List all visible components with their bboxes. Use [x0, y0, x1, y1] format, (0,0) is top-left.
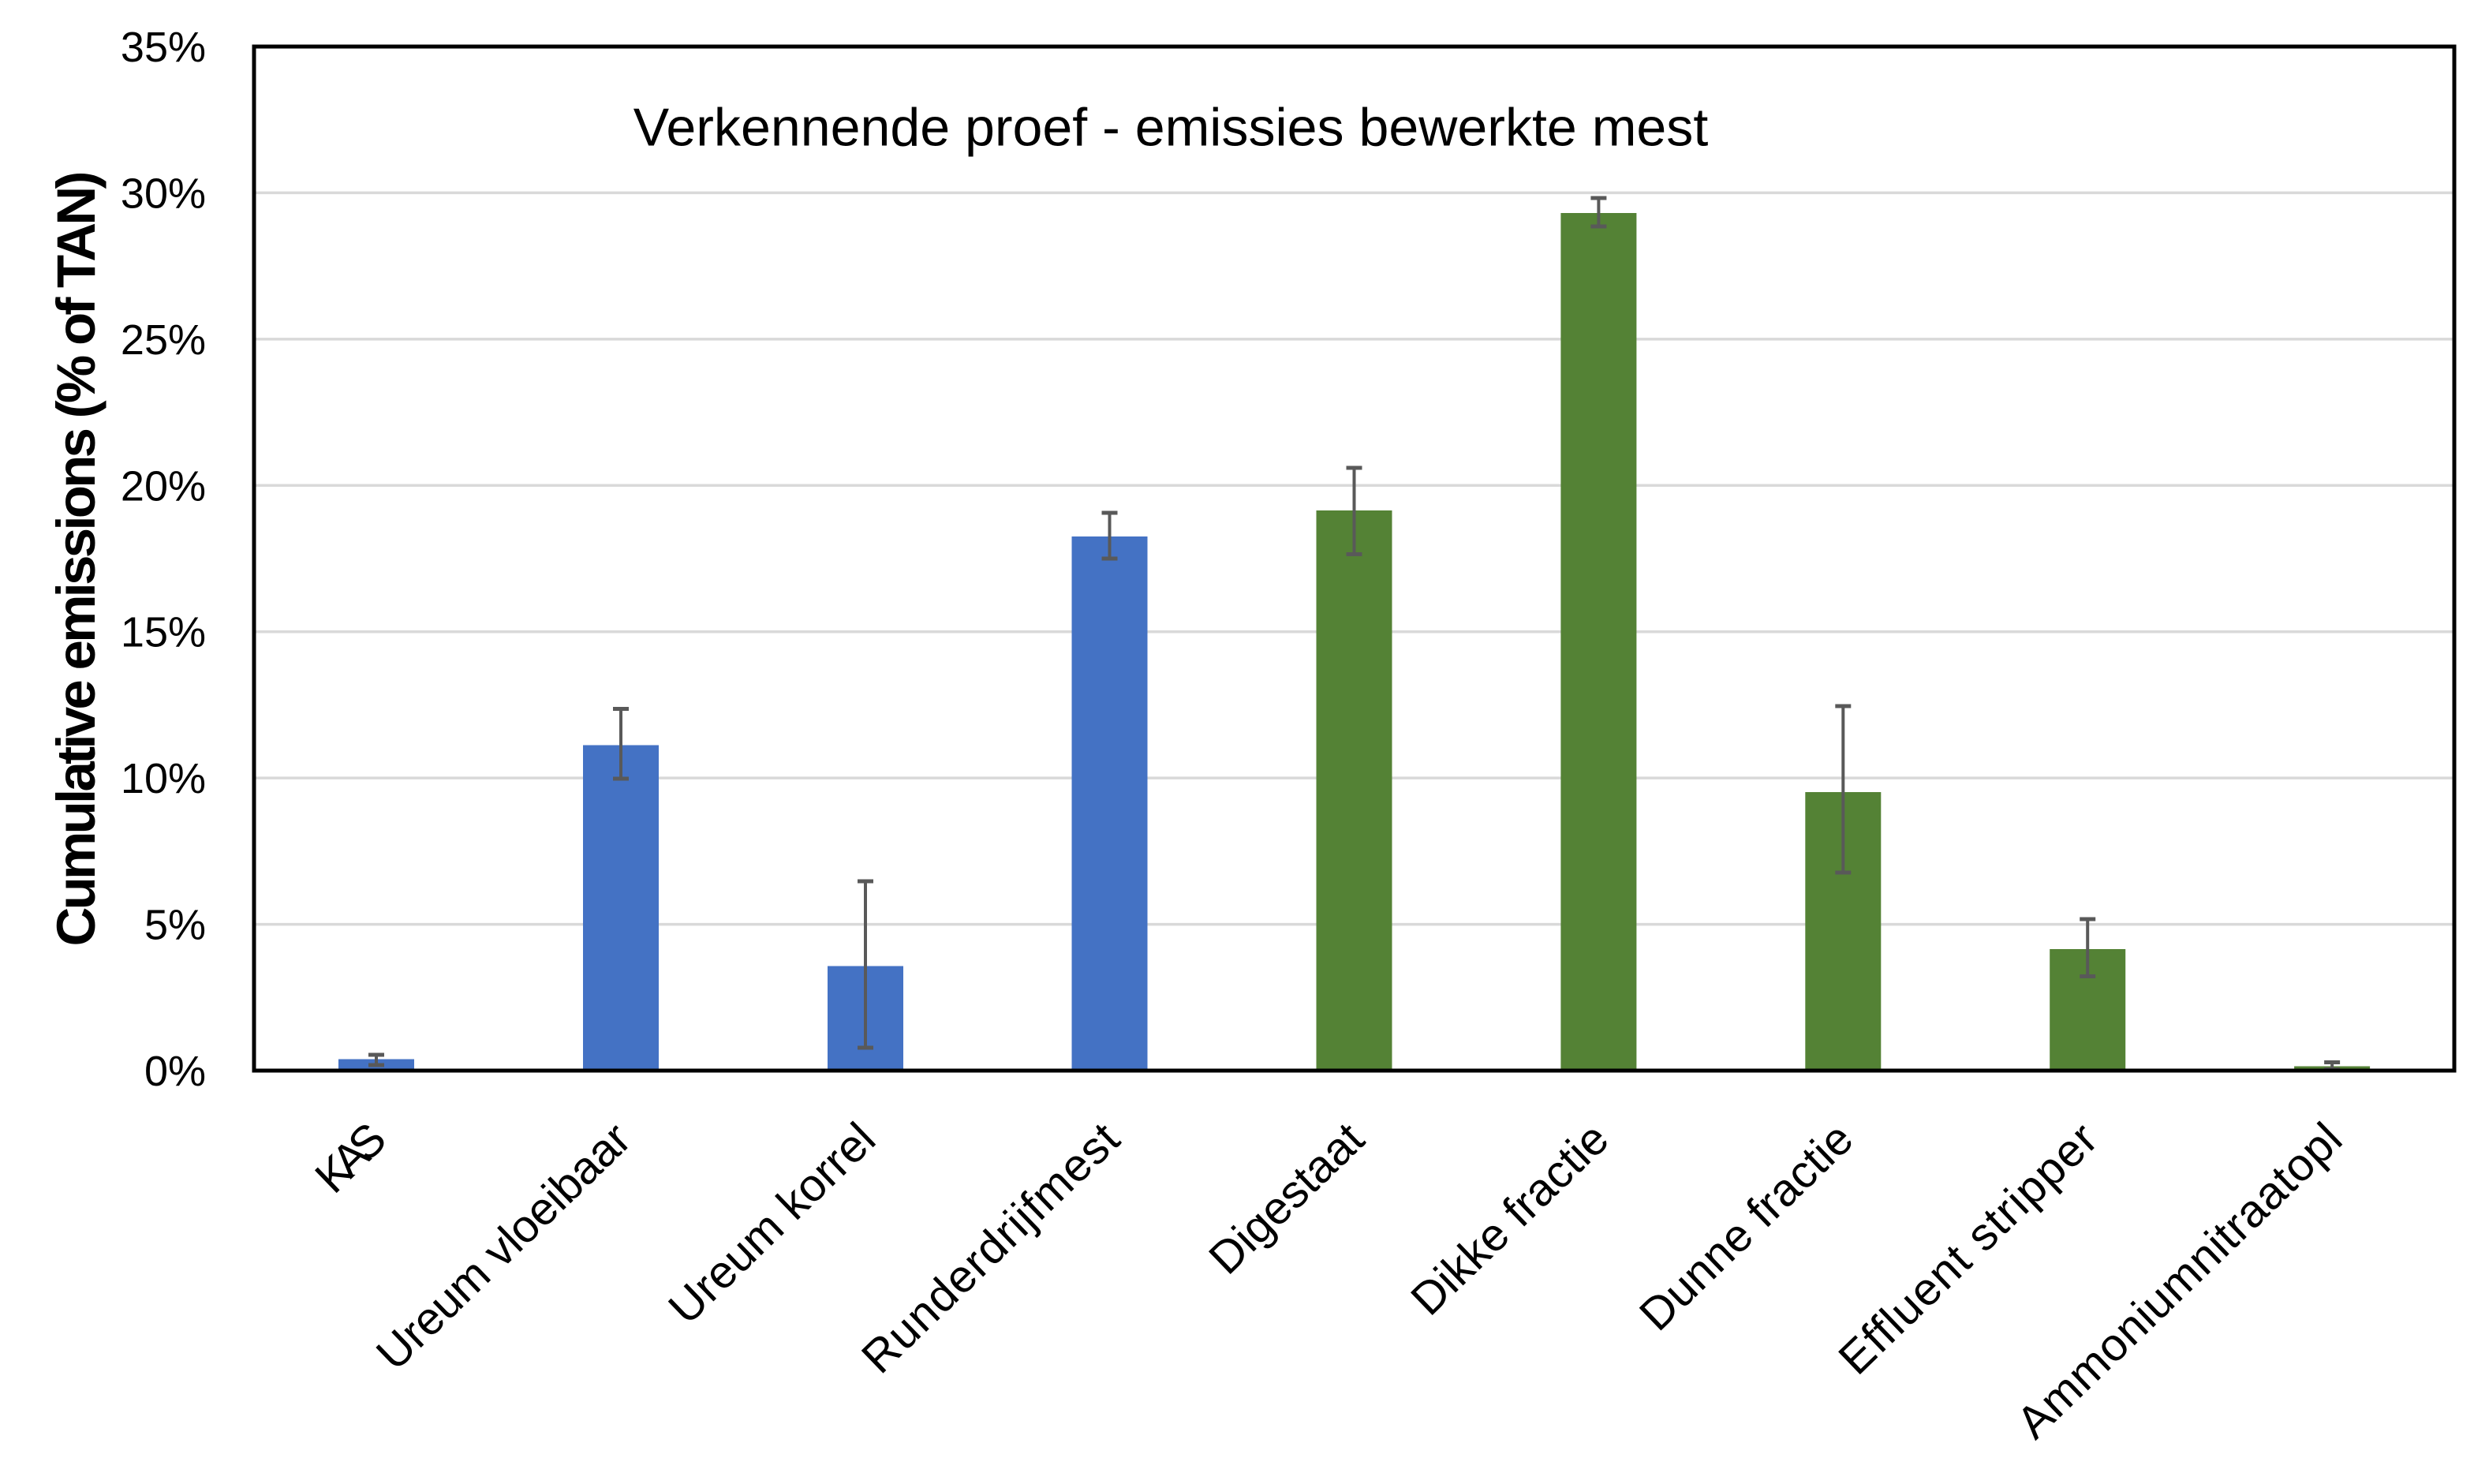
- svg-text:Cumulative emissions (% of TAN: Cumulative emissions (% of TAN): [46, 171, 107, 947]
- svg-text:25%: 25%: [121, 316, 206, 364]
- svg-text:Verkennende proef - emissies b: Verkennende proef - emissies bewerkte me…: [633, 98, 1709, 158]
- svg-text:15%: 15%: [121, 609, 206, 656]
- svg-text:0%: 0%: [144, 1048, 206, 1095]
- svg-text:20%: 20%: [121, 462, 206, 510]
- svg-text:30%: 30%: [121, 170, 206, 217]
- svg-text:5%: 5%: [144, 902, 206, 949]
- svg-text:35%: 35%: [121, 24, 206, 71]
- svg-text:10%: 10%: [121, 755, 206, 802]
